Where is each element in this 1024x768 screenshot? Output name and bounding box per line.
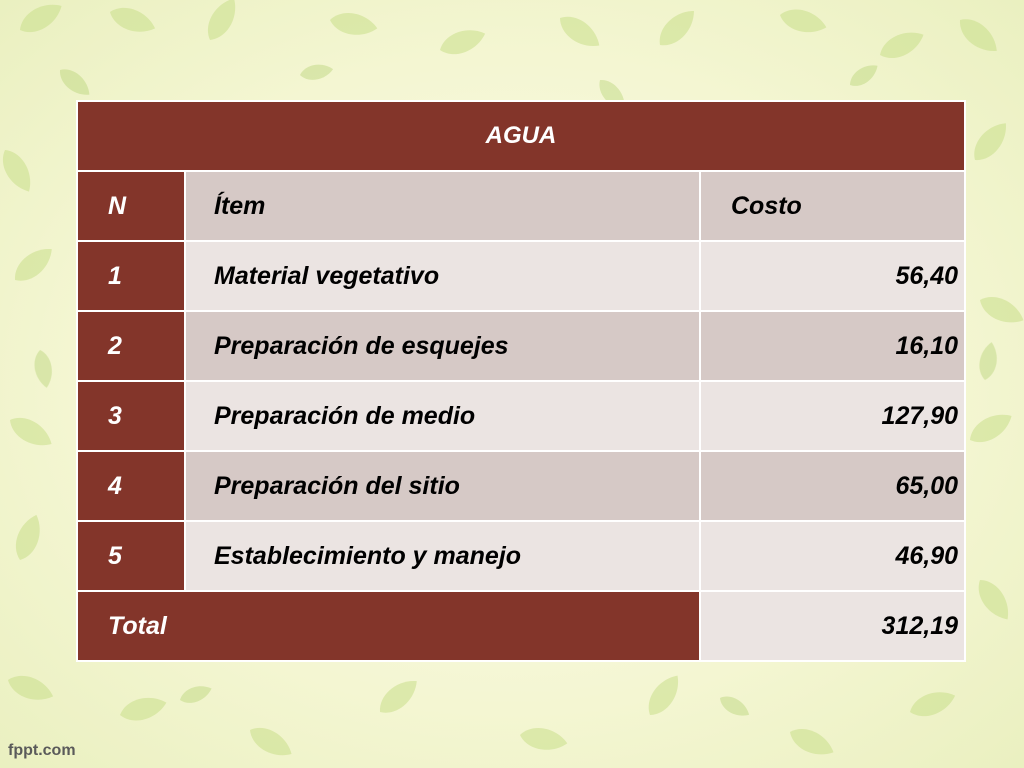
row-cost: 127,90 <box>698 380 967 452</box>
header-cost: Costo <box>698 170 967 242</box>
row-number: 4 <box>76 450 186 522</box>
table-row: 5 Establecimiento y manejo 46,90 <box>76 520 967 592</box>
watermark: fppt.com <box>8 742 76 759</box>
row-cost: 46,90 <box>698 520 967 592</box>
row-cost: 56,40 <box>698 240 967 312</box>
table-title: AGUA <box>75 100 967 172</box>
table-row: 4 Preparación del sitio 65,00 <box>76 450 967 522</box>
table-header-row: N Ítem Costo <box>76 170 967 242</box>
row-item: Preparación de esquejes <box>184 310 701 382</box>
total-label: Total <box>76 590 701 662</box>
row-item: Preparación del sitio <box>184 450 701 522</box>
row-number: 2 <box>76 310 186 382</box>
header-n: N <box>76 170 186 242</box>
table-row: 3 Preparación de medio 127,90 <box>76 380 967 452</box>
table-title-row: AGUA <box>75 100 967 172</box>
total-cost: 312,19 <box>698 590 967 662</box>
header-item: Ítem <box>184 170 701 242</box>
row-number: 3 <box>76 380 186 452</box>
table-total-row: Total 312,19 <box>76 590 967 662</box>
row-item: Establecimiento y manejo <box>184 520 701 592</box>
row-cost: 16,10 <box>698 310 967 382</box>
cost-table: AGUA N Ítem Costo 1 Material vegetativo … <box>75 100 967 662</box>
row-cost: 65,00 <box>698 450 967 522</box>
row-item: Material vegetativo <box>184 240 701 312</box>
table-row: 2 Preparación de esquejes 16,10 <box>76 310 967 382</box>
row-number: 1 <box>76 240 186 312</box>
table-row: 1 Material vegetativo 56,40 <box>76 240 967 312</box>
row-item: Preparación de medio <box>184 380 701 452</box>
row-number: 5 <box>76 520 186 592</box>
